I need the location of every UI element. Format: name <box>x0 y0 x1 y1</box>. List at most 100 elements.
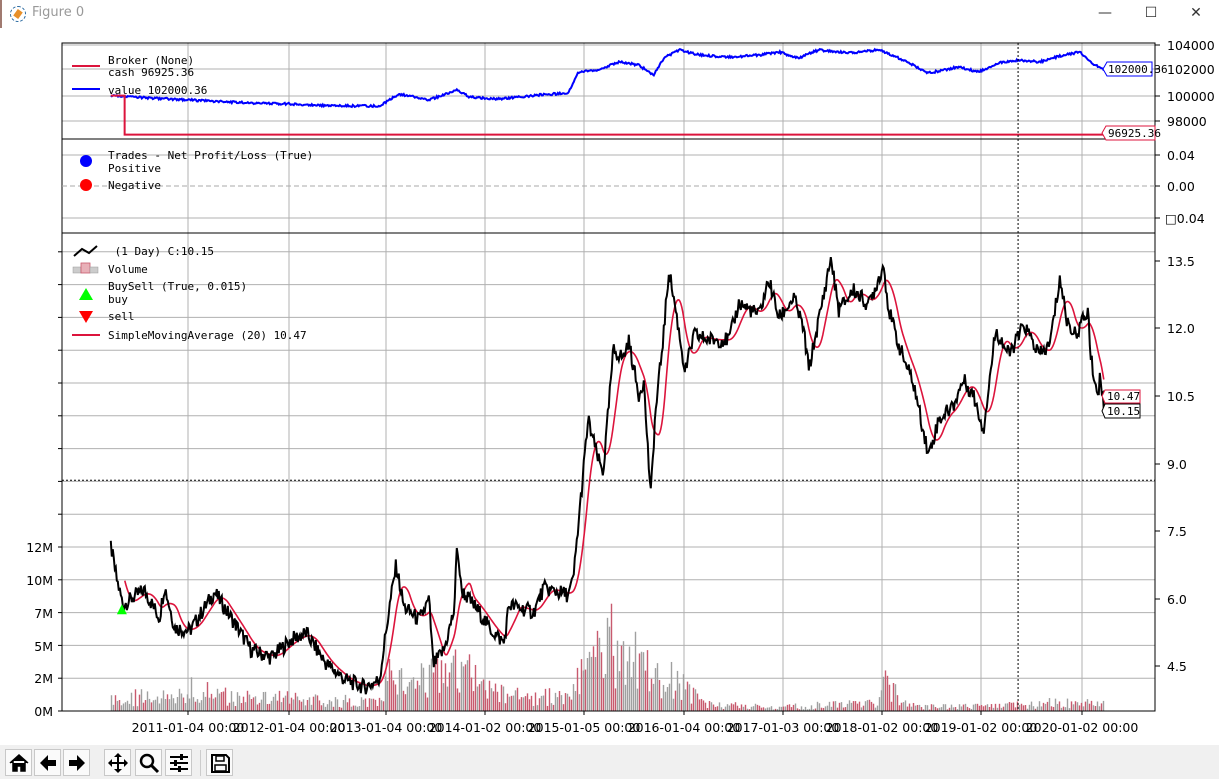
volume-ytick: 0M <box>34 704 53 719</box>
volume-bar <box>444 663 447 711</box>
volume-bar <box>580 659 583 711</box>
volume-bar <box>662 684 665 711</box>
volume-bar <box>372 698 375 711</box>
volume-bar <box>752 706 755 711</box>
volume-bar <box>504 703 507 711</box>
volume-bar <box>518 699 521 711</box>
volume-bar <box>836 707 839 711</box>
buysell-legend-label: BuySell (True, 0.015) <box>108 280 247 293</box>
zoom-button[interactable] <box>135 749 162 776</box>
volume-bar <box>374 699 377 711</box>
close-price-line <box>109 256 1105 695</box>
volume-bar <box>1046 701 1049 711</box>
save-button[interactable] <box>206 749 233 776</box>
volume-bar <box>964 703 967 711</box>
close-last-text: 10.15 <box>1107 405 1140 418</box>
minimize-button[interactable]: — <box>1098 5 1112 21</box>
volume-bar <box>540 695 543 711</box>
volume-bar <box>152 700 155 711</box>
volume-bar <box>962 704 965 711</box>
volume-bar <box>246 690 249 711</box>
volume-bar <box>648 691 651 711</box>
volume-bar <box>760 707 763 711</box>
pan-button[interactable] <box>104 749 131 776</box>
volume-bar <box>966 706 969 711</box>
volume-bar <box>256 704 259 711</box>
volume-bar <box>840 702 843 711</box>
volume-bar <box>616 640 619 711</box>
volume-bar <box>1036 706 1039 711</box>
volume-bar <box>576 667 579 711</box>
volume-bar <box>254 696 257 711</box>
volume-bar <box>1026 708 1029 711</box>
volume-bar <box>678 683 681 711</box>
volume-bar <box>800 706 803 711</box>
volume-bar <box>146 691 149 711</box>
volume-bar <box>170 694 173 711</box>
volume-bar <box>892 683 895 711</box>
volume-bar <box>700 698 703 711</box>
sell-legend-label: sell <box>108 310 135 323</box>
volume-bar <box>332 706 335 711</box>
volume-bar <box>210 693 213 711</box>
volume-bar <box>322 703 325 711</box>
volume-bar <box>1004 703 1007 711</box>
volume-bar <box>258 702 261 711</box>
volume-bar <box>430 658 433 711</box>
volume-bar <box>462 666 465 711</box>
close-button[interactable]: ✕ <box>1190 5 1202 21</box>
volume-bar <box>412 677 415 711</box>
back-button[interactable] <box>34 749 61 776</box>
volume-bar <box>154 699 157 711</box>
volume-bar <box>150 702 153 711</box>
volume-bar <box>370 698 373 711</box>
volume-bar <box>1092 705 1095 711</box>
volume-bar <box>400 668 403 711</box>
home-button[interactable] <box>5 749 32 776</box>
volume-bar <box>774 708 777 711</box>
volume-bar <box>454 649 457 711</box>
buy-legend-label: buy <box>108 293 128 306</box>
volume-bar <box>914 705 917 711</box>
volume-bar <box>876 705 879 711</box>
volume-bar <box>718 702 721 711</box>
volume-bar <box>694 689 697 711</box>
sma-last-text: 10.47 <box>1107 390 1140 403</box>
volume-bar <box>416 680 419 711</box>
volume-bar <box>1042 702 1045 711</box>
volume-bar <box>420 663 423 711</box>
volume-bar <box>176 697 179 711</box>
figure-canvas[interactable]: Broker (None) cash 96925.36 value 102000… <box>0 28 1219 745</box>
forward-button[interactable] <box>63 749 90 776</box>
volume-bar <box>446 686 449 711</box>
volume-bar <box>624 684 627 711</box>
volume-bar <box>562 704 565 711</box>
volume-bar <box>882 676 885 711</box>
volume-bar <box>184 703 187 711</box>
volume-bar <box>996 707 999 711</box>
volume-bar <box>1028 704 1031 711</box>
volume-bar <box>946 709 949 711</box>
volume-bar <box>1082 706 1085 711</box>
volume-bar <box>750 706 753 711</box>
volume-bar <box>610 603 613 711</box>
maximize-button[interactable]: ☐ <box>1144 5 1158 21</box>
configure-subplots-button[interactable] <box>165 749 192 776</box>
volume-bar <box>112 704 115 711</box>
volume-bar <box>498 702 501 711</box>
volume-bar <box>466 660 469 711</box>
x-tick-label: 2013-01-04 00:00 <box>330 720 443 735</box>
volume-bar <box>596 630 599 711</box>
volume-bar <box>1030 701 1033 711</box>
volume-bar <box>926 705 929 711</box>
volume-bar <box>196 699 199 711</box>
volume-bar <box>978 705 981 711</box>
cash-legend-label: cash 96925.36 <box>108 66 194 79</box>
value-last-tag: 102000.36 <box>1102 61 1168 77</box>
volume-bar <box>312 696 315 711</box>
title-bar: Figure 0 — ☐ ✕ <box>0 0 1219 28</box>
volume-bar <box>808 708 811 711</box>
volume-bar <box>134 689 137 711</box>
volume-bar <box>438 692 441 711</box>
volume-bar <box>848 700 851 711</box>
